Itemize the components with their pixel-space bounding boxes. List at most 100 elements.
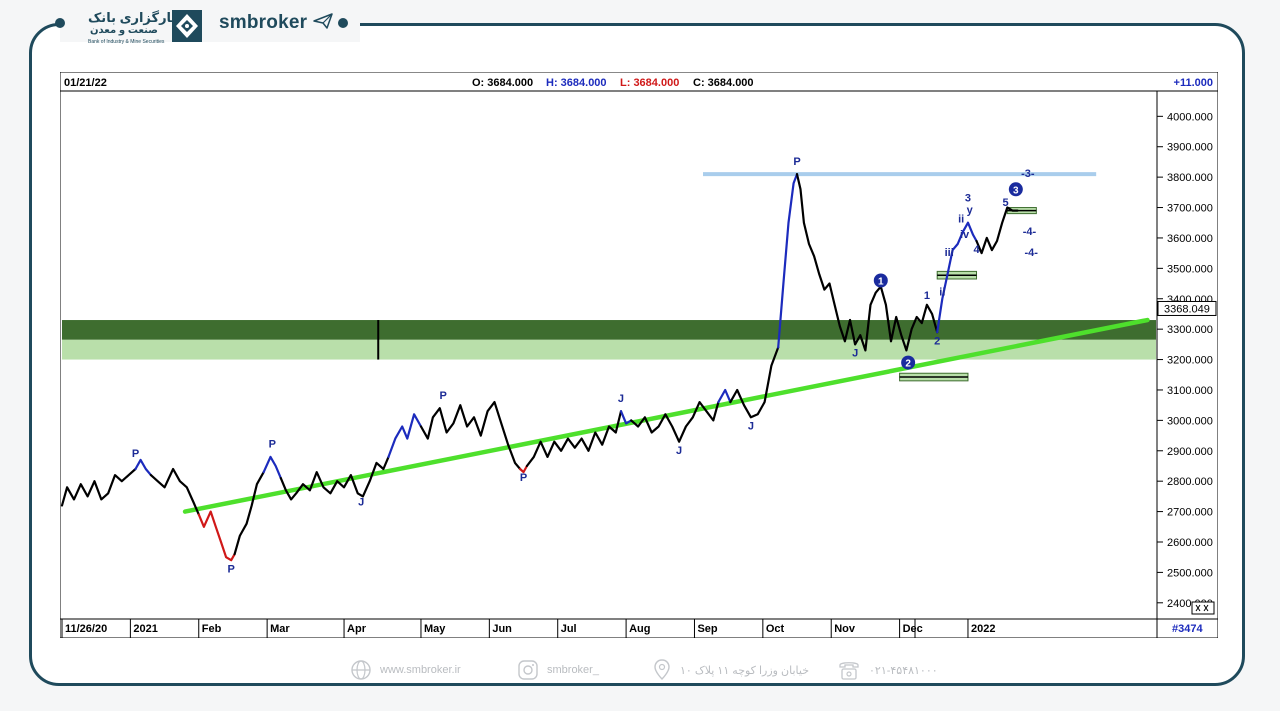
price-line-blue <box>717 388 732 404</box>
x-tick-label: 11/26/20 <box>65 623 107 635</box>
price-line-black <box>419 401 522 471</box>
price-line-black <box>60 467 137 507</box>
price-line-red <box>519 464 528 474</box>
wave-label: iii <box>945 247 954 259</box>
brand-text: smbroker <box>219 12 308 33</box>
x-tick-label: 2022 <box>971 623 995 635</box>
price-line-black <box>279 455 390 501</box>
x-tick-label: Dec <box>903 623 923 635</box>
chart-svg[interactable]: 01/21/22 O: 3684.000 H: 3684.000 L: 3684… <box>59 71 1219 639</box>
wave-label: ii <box>939 287 945 299</box>
phone-icon <box>839 662 859 680</box>
instagram-icon <box>518 660 538 680</box>
wave-label: P <box>520 472 527 484</box>
support-zones <box>62 320 1156 360</box>
price-line-black <box>630 401 720 443</box>
wave-circle-label: 1 <box>878 277 884 288</box>
footer: www.smbroker.ir smbroker_ خیابان وزرا کو… <box>340 656 980 684</box>
x-tick-label: May <box>424 623 446 635</box>
wave-circle-marker <box>1008 182 1023 197</box>
y-tick-label: 2900.000 <box>1167 446 1213 458</box>
wave-label: -4- <box>1023 226 1037 238</box>
wave-label: -4- <box>1024 247 1038 259</box>
y-tick-label: 3100.000 <box>1167 385 1213 397</box>
x-axis: 11/26/20 2021 Feb Mar Apr May Jun Jul Aug Sep Oct N… <box>61 619 995 638</box>
x-tick-label: Apr <box>347 623 367 635</box>
wave-label: iv <box>960 229 970 241</box>
price-line-blue <box>619 410 633 425</box>
header-change: +11.000 <box>1174 77 1213 89</box>
wave-label: ii <box>958 214 964 226</box>
wave-label: P <box>132 448 139 460</box>
wave-circle-marker <box>901 355 916 370</box>
footer-instagram[interactable]: smbroker_ <box>517 656 599 684</box>
instagram-text: smbroker_ <box>547 664 599 676</box>
wave-label: P <box>269 439 276 451</box>
x-tick-label: Mar <box>270 623 290 635</box>
wave-label: 4 <box>973 244 980 256</box>
header-low: L: 3684.000 <box>620 77 679 89</box>
y-tick-label: 4000.000 <box>1167 111 1213 123</box>
paper-plane-icon <box>312 13 333 29</box>
wave-label: P <box>793 156 800 168</box>
bank-logo: کارگزاری بانک صنعت و معدن Bank of Indust… <box>80 8 205 46</box>
y-tick-label: 3500.000 <box>1167 263 1213 275</box>
x-tick-label: Jul <box>561 623 577 635</box>
header-date: 01/21/22 <box>64 77 107 89</box>
last-price-label: 3368.049 <box>1164 303 1210 315</box>
wave-label: y <box>967 205 974 217</box>
price-chart: 01/21/22 O: 3684.000 H: 3684.000 L: 3684… <box>59 71 1219 639</box>
wave-circle-marker <box>873 273 888 288</box>
support-zone-light <box>62 339 1156 360</box>
price-line-blue <box>936 221 978 334</box>
bank-name-line2: صنعت و معدن <box>90 25 158 36</box>
x-tick-label: 2021 <box>133 623 157 635</box>
phone-text: ۰۲۱-۴۵۴۸۱۰۰۰ <box>869 664 938 677</box>
price-line-black <box>975 206 1019 255</box>
x-tick-label: Oct <box>766 623 785 635</box>
price-line-blue <box>777 173 799 349</box>
y-tick-label: 2500.000 <box>1167 567 1213 579</box>
price-line-black <box>525 410 623 468</box>
footer-address: خیابان وزرا کوچه ۱۱ پلاک ۱۰ <box>652 656 809 684</box>
zoom-icon[interactable] <box>1191 601 1215 615</box>
y-tick-label: 3000.000 <box>1167 415 1213 427</box>
price-line-black <box>149 467 200 516</box>
price-line-red <box>197 510 236 562</box>
last-price-box <box>1157 300 1217 316</box>
wave-label: 2 <box>934 335 940 347</box>
header-close: C: 3684.000 <box>693 77 754 89</box>
wave-label: J <box>676 445 682 457</box>
y-tick-label: 3900.000 <box>1167 142 1213 154</box>
header-start-dot-icon <box>55 18 65 28</box>
y-tick-label: 2700.000 <box>1167 507 1213 519</box>
location-icon <box>654 659 670 680</box>
bank-emblem-icon <box>172 10 202 42</box>
header-open: O: 3684.000 <box>472 77 533 89</box>
bank-name-line1: کارگزاری بانک <box>88 10 179 25</box>
header-end-dot-icon <box>338 18 348 28</box>
wave-label: P <box>228 563 235 575</box>
wave-label: 3 <box>965 192 971 204</box>
x-tick-label: Sep <box>697 623 717 635</box>
y-tick-label: 2600.000 <box>1167 537 1213 549</box>
website-text: www.smbroker.ir <box>380 664 461 676</box>
x-tick-label: Aug <box>629 623 650 635</box>
footer-website[interactable]: www.smbroker.ir <box>350 656 461 684</box>
y-tick-label: 3800.000 <box>1167 172 1213 184</box>
x-tick-label: Jun <box>492 623 512 635</box>
y-tick-label: 3600.000 <box>1167 233 1213 245</box>
wave-label: 5 <box>1003 197 1009 209</box>
price-line-black <box>729 346 780 419</box>
wave-label: J <box>618 393 624 405</box>
price-line-blue <box>387 413 423 458</box>
y-axis: 2400.0002500.0002600.0002700.0002800.000… <box>1157 111 1217 610</box>
header-gap <box>60 8 360 42</box>
y-tick-label: 3200.000 <box>1167 355 1213 367</box>
x-tick-label: Nov <box>834 623 856 635</box>
footer-phone[interactable]: ۰۲۱-۴۵۴۸۱۰۰۰ <box>837 656 938 684</box>
brand-name: smbroker <box>219 12 333 34</box>
wave-label: P <box>440 390 447 402</box>
wave-label: -3- <box>1021 168 1035 180</box>
wave-label: J <box>748 420 754 432</box>
